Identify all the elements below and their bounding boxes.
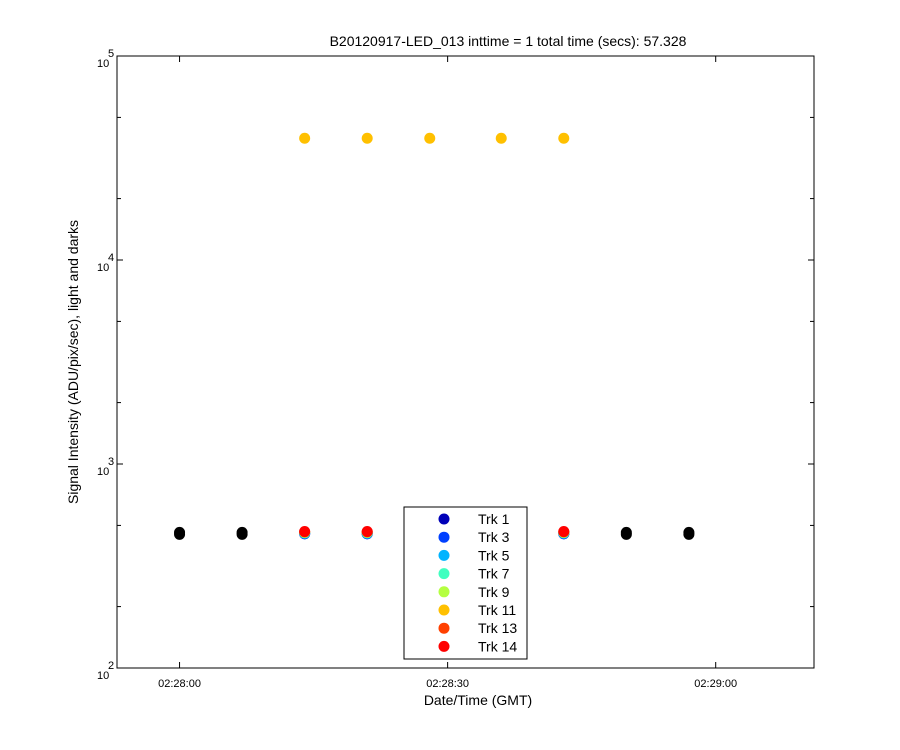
- x-axis-ticks: 02:28:00 02:28:30 02:29:00: [158, 56, 737, 690]
- y-tick-label-base: 10: [97, 466, 109, 478]
- data-point-trk-11: [299, 132, 311, 144]
- legend-marker-trk-3: [438, 531, 450, 543]
- y-tick-label-base: 10: [97, 262, 109, 274]
- legend-marker-trk-9: [438, 586, 450, 598]
- x-tick-label: 02:28:00: [158, 678, 201, 690]
- legend-label-trk-13: Trk 13: [478, 620, 517, 636]
- data-point-dark: [236, 526, 248, 538]
- data-points: [174, 132, 695, 540]
- legend-label-trk-1: Trk 1: [478, 511, 510, 527]
- y-tick-label-exponent: 5: [108, 48, 114, 60]
- data-point-trk-11: [558, 132, 570, 144]
- legend-marker-trk-11: [438, 604, 450, 616]
- legend-label-trk-5: Trk 5: [478, 547, 510, 563]
- legend-label-trk-14: Trk 14: [478, 638, 517, 654]
- y-axis-title: Signal Intensity (ADU/pix/sec), light an…: [65, 220, 81, 504]
- legend-marker-trk-14: [438, 640, 450, 652]
- data-point-dark: [620, 526, 632, 538]
- chart-title: B20120917-LED_013 inttime = 1 total time…: [330, 33, 687, 49]
- data-point-trk-11: [424, 132, 436, 144]
- y-tick-label-exponent: 4: [108, 252, 114, 264]
- y-tick-label-base: 10: [97, 58, 109, 70]
- x-tick-label: 02:28:30: [426, 678, 469, 690]
- data-point-trk-11: [361, 132, 373, 144]
- data-point-trk-11: [495, 132, 507, 144]
- legend-marker-trk-13: [438, 622, 450, 634]
- y-tick-label-base: 10: [97, 670, 109, 682]
- x-tick-label: 02:29:00: [694, 678, 737, 690]
- legend: Trk 1 Trk 3 Trk 5 Trk 7 Trk 9 Trk 11 Trk 13 Trk…: [403, 506, 528, 660]
- legend-label-trk-3: Trk 3: [478, 529, 510, 545]
- legend-label-trk-9: Trk 9: [478, 584, 510, 600]
- y-tick-label-exponent: 2: [108, 660, 114, 672]
- y-tick-label-exponent: 3: [108, 456, 114, 468]
- legend-marker-trk-1: [438, 513, 450, 525]
- legend-box: [403, 506, 528, 660]
- data-point-trk-14: [558, 525, 570, 537]
- legend-marker-trk-5: [438, 549, 450, 561]
- data-point-trk-14: [299, 525, 311, 537]
- legend-marker-trk-7: [438, 568, 450, 580]
- data-point-dark: [683, 526, 695, 538]
- legend-label-trk-11: Trk 11: [478, 602, 516, 618]
- data-point-trk-14: [361, 525, 373, 537]
- data-point-dark: [174, 526, 186, 538]
- legend-label-trk-7: Trk 7: [478, 566, 510, 582]
- x-axis-title: Date/Time (GMT): [424, 692, 532, 708]
- plot-frame: [116, 55, 815, 669]
